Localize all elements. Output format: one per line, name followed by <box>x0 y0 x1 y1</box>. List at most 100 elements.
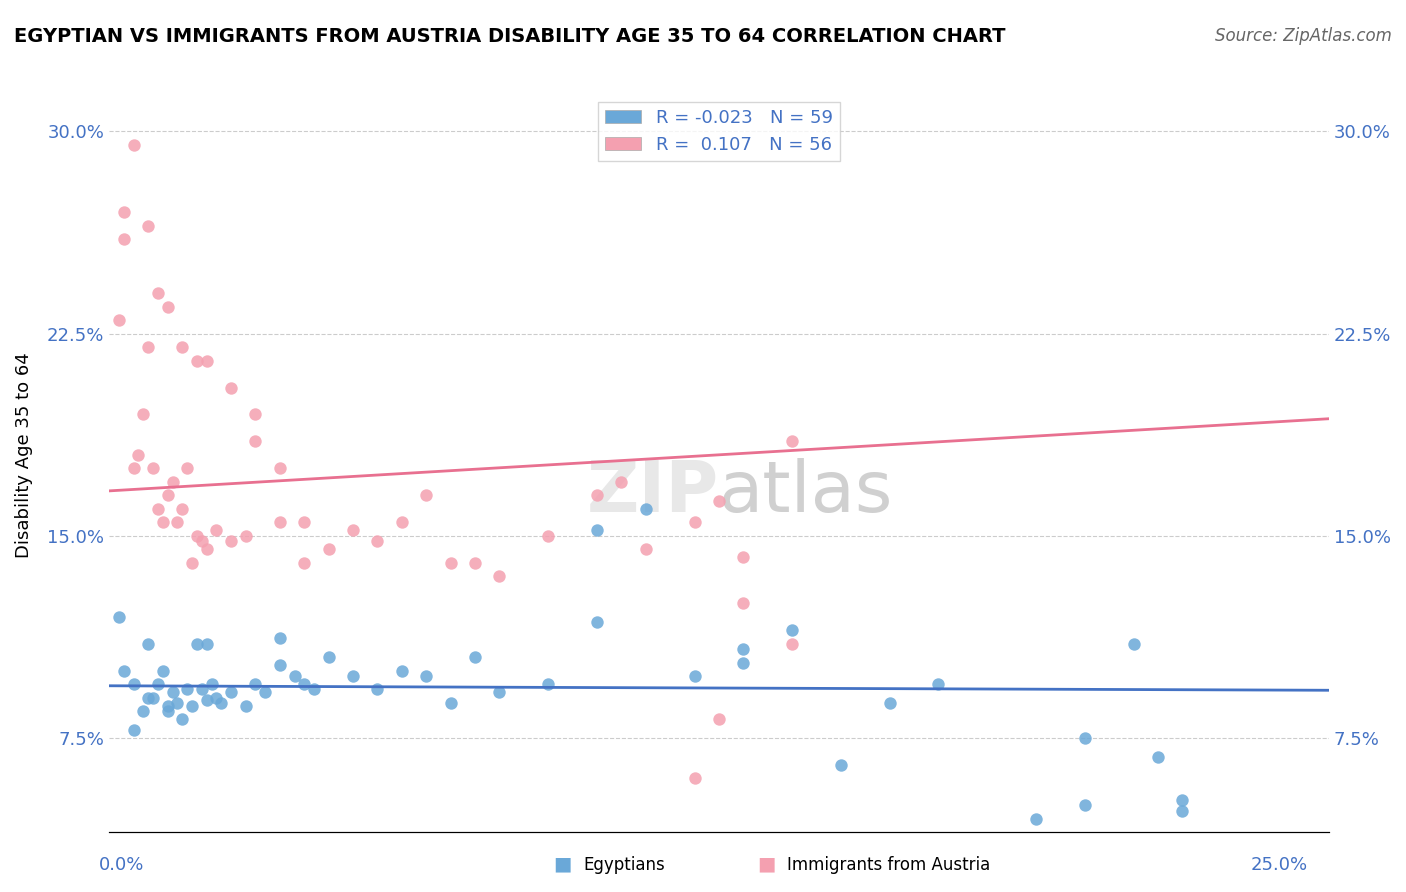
Point <box>152 664 174 678</box>
Point <box>219 685 242 699</box>
Point <box>186 637 208 651</box>
Text: Egyptians: Egyptians <box>583 855 665 873</box>
Point <box>586 488 609 502</box>
Point <box>733 656 755 670</box>
Point <box>342 524 364 538</box>
Point <box>292 556 315 570</box>
Point <box>780 434 803 449</box>
Point <box>136 637 159 651</box>
Point <box>166 516 188 530</box>
Point <box>191 682 214 697</box>
Point <box>415 488 437 502</box>
Point <box>166 696 188 710</box>
Point <box>707 712 730 726</box>
Point <box>122 137 145 152</box>
Point <box>610 475 633 489</box>
Point <box>112 664 135 678</box>
Point <box>112 205 135 219</box>
Point <box>269 658 291 673</box>
Point <box>733 596 755 610</box>
Text: Source: ZipAtlas.com: Source: ZipAtlas.com <box>1215 27 1392 45</box>
Point <box>181 698 204 713</box>
Point <box>191 534 214 549</box>
Point <box>302 682 325 697</box>
Point <box>342 669 364 683</box>
Point <box>219 534 242 549</box>
Point <box>195 693 218 707</box>
Point <box>146 286 169 301</box>
Point <box>440 556 463 570</box>
Point <box>488 569 510 583</box>
Point <box>142 461 165 475</box>
Point <box>780 623 803 637</box>
Point <box>292 677 315 691</box>
Point <box>733 550 755 565</box>
Point <box>292 516 315 530</box>
Text: EGYPTIAN VS IMMIGRANTS FROM AUSTRIA DISABILITY AGE 35 TO 64 CORRELATION CHART: EGYPTIAN VS IMMIGRANTS FROM AUSTRIA DISA… <box>14 27 1005 45</box>
Y-axis label: Disability Age 35 to 64: Disability Age 35 to 64 <box>15 352 32 558</box>
Point <box>156 488 179 502</box>
Point <box>269 632 291 646</box>
Point <box>127 448 149 462</box>
Text: Immigrants from Austria: Immigrants from Austria <box>787 855 991 873</box>
Point <box>162 475 184 489</box>
Text: 0.0%: 0.0% <box>98 855 143 873</box>
Point <box>132 704 155 718</box>
Point <box>219 380 242 394</box>
Point <box>146 677 169 691</box>
Point <box>245 408 267 422</box>
Point <box>136 340 159 354</box>
Point <box>235 529 257 543</box>
Point <box>122 677 145 691</box>
Point <box>415 669 437 683</box>
Point <box>440 696 463 710</box>
Point <box>200 677 222 691</box>
Point <box>156 704 179 718</box>
Point <box>634 501 657 516</box>
Point <box>172 501 194 516</box>
Point <box>176 682 198 697</box>
Point <box>634 542 657 557</box>
Point <box>186 529 208 543</box>
Point <box>366 682 388 697</box>
Point <box>586 615 609 629</box>
Point <box>464 650 486 665</box>
Point <box>1025 812 1047 826</box>
Point <box>879 696 901 710</box>
Point <box>830 758 852 772</box>
Point <box>1147 750 1170 764</box>
Point <box>195 542 218 557</box>
Point <box>683 516 706 530</box>
Text: ■: ■ <box>553 855 572 873</box>
Point <box>205 524 228 538</box>
Point <box>1074 798 1097 813</box>
Point <box>235 698 257 713</box>
Point <box>172 340 194 354</box>
Point <box>733 642 755 657</box>
Point <box>209 696 232 710</box>
Point <box>156 698 179 713</box>
Point <box>780 637 803 651</box>
Text: ZIP: ZIP <box>586 458 718 527</box>
Point <box>488 685 510 699</box>
Point <box>136 690 159 705</box>
Point <box>152 516 174 530</box>
Point <box>1074 731 1097 745</box>
Point <box>122 461 145 475</box>
Point <box>108 609 131 624</box>
Point <box>683 669 706 683</box>
Point <box>269 516 291 530</box>
Point <box>245 677 267 691</box>
Point <box>391 516 413 530</box>
Point <box>108 313 131 327</box>
Point <box>195 637 218 651</box>
Point <box>537 677 560 691</box>
Point <box>205 690 228 705</box>
Point <box>707 493 730 508</box>
Point <box>1171 804 1194 818</box>
Text: atlas: atlas <box>718 458 893 527</box>
Text: ■: ■ <box>756 855 776 873</box>
Point <box>537 529 560 543</box>
Point <box>142 690 165 705</box>
Point <box>136 219 159 233</box>
